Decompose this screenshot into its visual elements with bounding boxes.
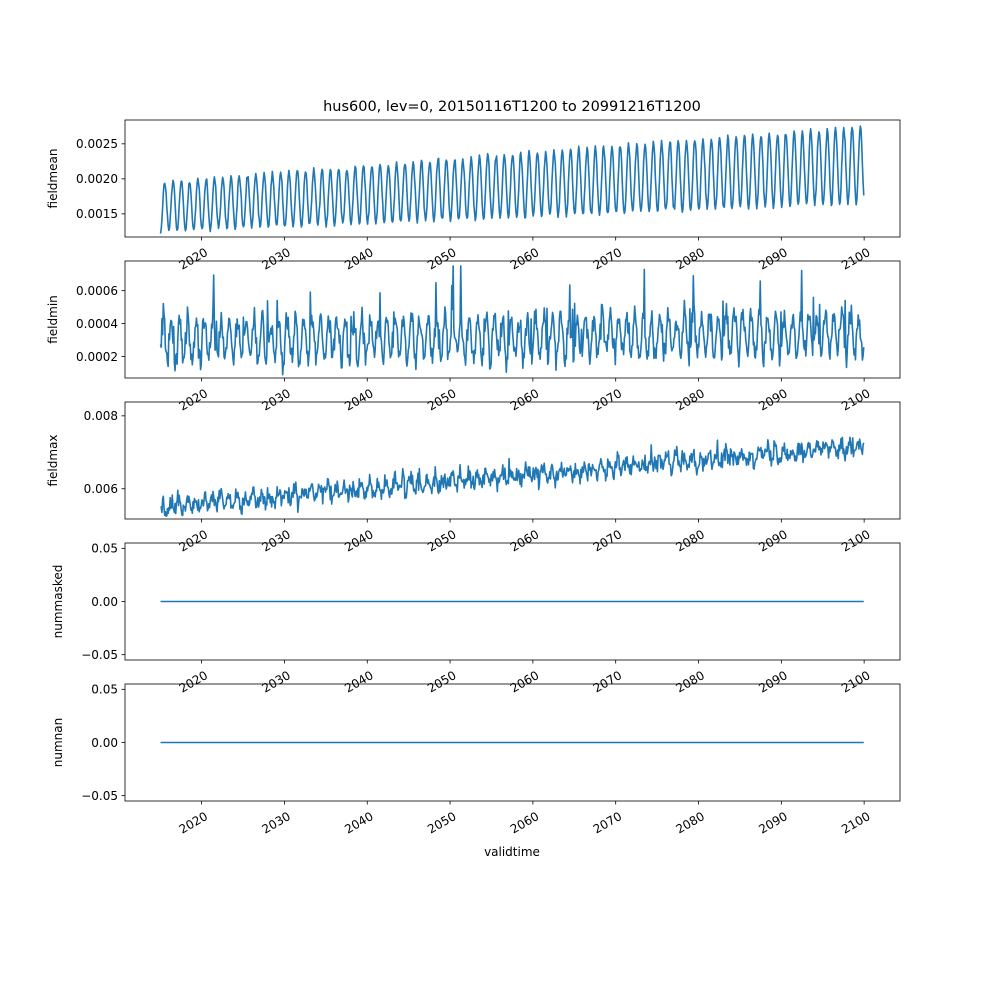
y-tick-label: 0.05	[91, 683, 118, 697]
y-tick-label: 0.0002	[76, 350, 118, 364]
series-line-fieldmean	[159, 125, 865, 234]
chart-title: hus600, lev=0, 20150116T1200 to 20991216…	[323, 99, 701, 115]
y-axis-label: fieldmin	[46, 295, 60, 344]
y-tick-label: 0.00	[91, 736, 118, 750]
y-tick-label: 0.0004	[76, 317, 118, 331]
series-line-fieldmin	[159, 265, 865, 376]
y-tick-label: 0.00	[91, 595, 118, 609]
y-tick-label: −0.05	[81, 789, 118, 803]
y-tick-label: 0.008	[84, 409, 118, 423]
axes-frame	[124, 401, 901, 520]
y-axis-label: numnan	[51, 718, 65, 767]
y-axis-label: fieldmean	[46, 149, 60, 209]
series-line-fieldmax	[160, 436, 865, 517]
y-axis-label: fieldmax	[46, 434, 60, 486]
y-tick-label: −0.05	[81, 648, 118, 662]
y-tick-label: 0.05	[91, 542, 118, 556]
y-tick-label: 0.006	[84, 482, 118, 496]
y-tick-label: 0.0020	[76, 172, 118, 186]
axes-frame	[124, 260, 901, 379]
y-tick-label: 0.0015	[76, 207, 118, 221]
y-tick-label: 0.0025	[76, 137, 118, 151]
x-axis-label: validtime	[484, 845, 540, 859]
y-tick-label: 0.0006	[76, 284, 118, 298]
y-axis-label: nummasked	[51, 565, 65, 639]
